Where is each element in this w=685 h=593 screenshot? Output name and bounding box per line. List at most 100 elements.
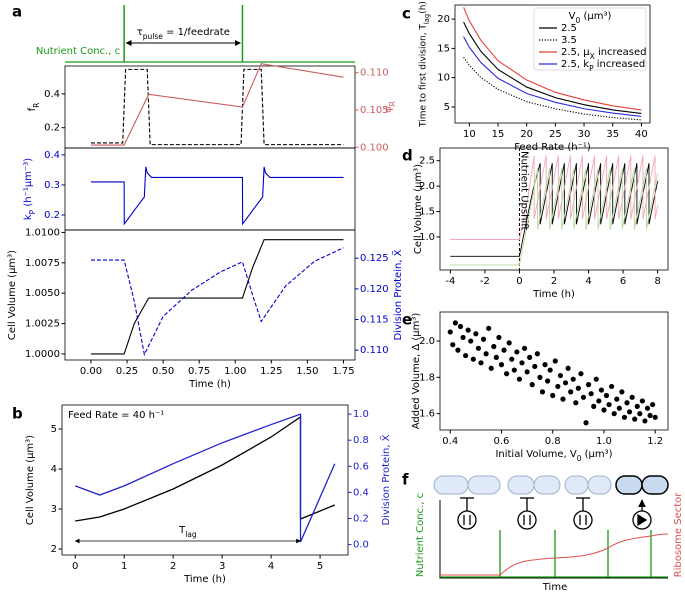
series-line	[463, 36, 642, 117]
point	[491, 343, 497, 350]
point	[591, 403, 597, 409]
point	[619, 389, 625, 395]
y-axis-label: Added Volume, Δ (μm³)	[411, 313, 422, 430]
y-tick-label: 15	[437, 43, 450, 54]
y2-tick-label: 0.125	[360, 253, 389, 264]
y-axis-label: Cell Volume (μm³)	[413, 164, 424, 254]
y-axis-label: kP (h⁻¹μm⁻³)	[23, 158, 37, 220]
x-tick-label: 35	[606, 129, 619, 140]
point	[626, 409, 633, 415]
x-tick-label: 8	[654, 276, 660, 287]
point	[460, 334, 466, 341]
point	[611, 411, 617, 417]
legend-label: 2.5	[561, 23, 577, 34]
point	[614, 396, 620, 402]
subscript: P	[28, 209, 37, 214]
point	[642, 418, 648, 424]
point	[639, 398, 645, 404]
point	[452, 320, 458, 326]
x-tick-label: 4	[585, 276, 591, 287]
y-tick-label: 0.2	[44, 123, 60, 134]
y-axis-label: Nutrient Conc., c	[36, 46, 120, 57]
point	[483, 351, 489, 357]
point	[637, 411, 643, 417]
x-tick-label: 5	[317, 561, 323, 572]
x-axis-label: Time (h)	[532, 289, 575, 300]
point	[593, 376, 599, 382]
y2-tick-label: 0.110	[360, 68, 389, 79]
legend-label: 2.5, μX increased	[561, 47, 646, 61]
y-axis-label: Cell Volume (μm³)	[25, 435, 36, 525]
panel-f: f Nutrient Conc., c Ribosome Sector Time	[402, 471, 684, 593]
y-tick-label: 0.3	[44, 180, 60, 191]
point	[465, 327, 471, 333]
point	[570, 376, 576, 382]
x-tick-label: 0.6	[494, 436, 510, 447]
ribosome-curve	[440, 533, 669, 576]
series-line	[450, 155, 659, 240]
subscript: P	[589, 64, 594, 73]
panel: c 10 15 20 25 30 35 40 5 10 15 20 Feed Rate (h⁻¹) Tim…	[402, 1, 651, 153]
point	[493, 354, 499, 360]
x-tick-label: 1.00	[224, 366, 246, 377]
point	[601, 407, 607, 413]
y2-tick-label: 0.0	[353, 540, 369, 551]
point	[463, 352, 469, 359]
point	[588, 391, 594, 397]
subscript: R	[32, 103, 41, 108]
x-tick-label: 1.25	[260, 366, 282, 377]
point	[537, 374, 543, 380]
series-line	[90, 68, 344, 146]
span-label: Tlag	[178, 525, 197, 539]
y-tick-label: 1.0000	[25, 349, 60, 360]
plot-frame	[64, 65, 356, 149]
panel-label: c	[402, 5, 411, 23]
x-tick-label: 4	[268, 561, 274, 572]
y-tick-label: 10	[437, 73, 450, 84]
panel: 0.2 0.3 0.4 kP (h⁻¹μm⁻³)	[23, 147, 356, 231]
y2-tick-label: 1.0	[353, 409, 369, 420]
point	[621, 414, 628, 420]
y-tick-label: 1.8	[419, 372, 435, 383]
point	[555, 383, 561, 390]
point	[606, 401, 612, 408]
point	[550, 392, 556, 399]
annotation: τpulse = 1/feedrate	[137, 27, 230, 41]
x-tick-label: 1	[121, 561, 127, 572]
y-tick-label: 1.0025	[25, 319, 60, 330]
y-tick-label: 0.2	[44, 210, 60, 221]
subscript: 0	[575, 16, 580, 25]
x-tick-label: 0.00	[80, 366, 102, 377]
plot-frame	[61, 404, 349, 556]
point	[516, 376, 523, 382]
point	[514, 349, 520, 355]
y-tick-label: 2.5	[419, 156, 435, 167]
point	[632, 416, 638, 422]
y2-tick-label: 0.100	[360, 142, 389, 153]
panel: b 0 1 2 3 4 5 2 3 4 5 0.0 0.2 0.4 0.6 0.8 1.0 Time (h) Cel…	[12, 405, 392, 586]
x-tick-label: 2	[170, 561, 176, 572]
y2-tick-label: 0.110	[360, 345, 389, 356]
axes-f	[439, 500, 668, 579]
y-tick-label: 2	[51, 544, 57, 555]
point	[521, 345, 528, 351]
point	[560, 396, 566, 402]
subscript: lag	[185, 530, 197, 539]
point	[552, 358, 558, 364]
point	[583, 420, 589, 426]
point	[624, 400, 630, 406]
panel: 0.00 0.25 0.50 0.75 1.00 1.25 1.50 1.75 1.0000 1.…	[7, 227, 404, 390]
y-tick-label: 1.0050	[25, 288, 60, 299]
y2-tick-label: 0.120	[360, 284, 389, 295]
y-tick-label: 4	[51, 464, 57, 475]
x-tick-label: 20	[520, 129, 533, 140]
y-tick-label: 2.0	[419, 336, 435, 347]
series-line	[463, 7, 642, 111]
y2-axis-label: φR	[383, 101, 397, 113]
panel: a τpulse = 1/feedrate Nutrient Conc., c	[12, 3, 355, 63]
y-axis-label: Time to first division, Tlag(h)	[419, 1, 432, 128]
nutrient-pulses	[440, 530, 668, 578]
point	[598, 387, 604, 393]
plot-frame	[64, 147, 356, 231]
